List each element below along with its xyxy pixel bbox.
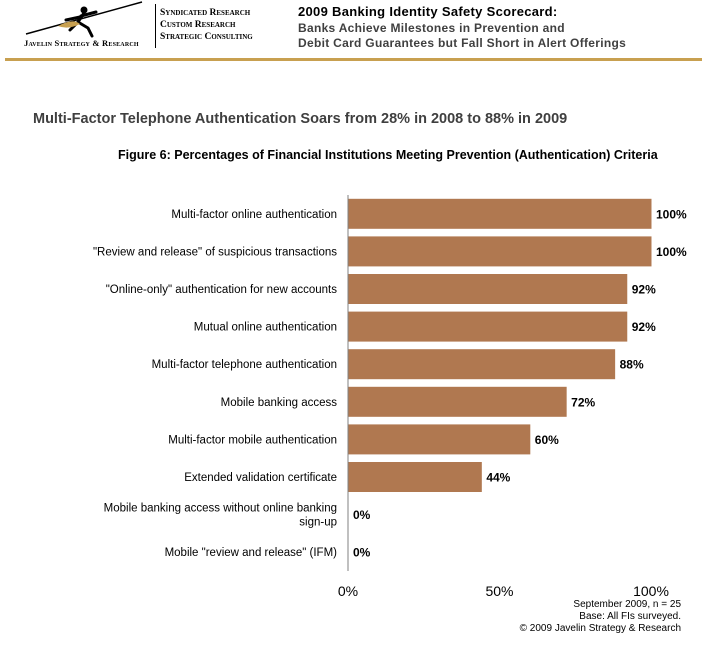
bar <box>348 236 652 267</box>
tagline-line: Syndicated Research <box>160 8 251 18</box>
data-label: 0% <box>353 546 371 560</box>
header-divider <box>155 4 156 48</box>
category-label: "Review and release" of suspicious trans… <box>93 246 337 258</box>
page-headline: Multi-Factor Telephone Authentication So… <box>33 111 568 127</box>
x-tick-label: 100% <box>633 583 669 599</box>
bar <box>348 274 628 304</box>
tagline: Syndicated Research Custom Research Stra… <box>160 7 270 43</box>
footnote-line: September 2009, n = 25 <box>573 599 681 610</box>
data-label: 88% <box>620 358 644 372</box>
category-label: Multi-factor online authentication <box>171 209 337 221</box>
report-header: Javelin Strategy & Research Syndicated R… <box>0 0 702 61</box>
footnote-line: © 2009 Javelin Strategy & Research <box>519 623 681 634</box>
chart-title: Figure 6: Percentages of Financial Insti… <box>118 148 658 162</box>
footnote: September 2009, n = 25 Base: All FIs sur… <box>520 599 681 635</box>
category-label: Mobile "review and release" (IFM) <box>165 547 338 559</box>
data-label: 92% <box>632 320 656 334</box>
report-title: 2009 Banking Identity Safety Scorecard: <box>298 4 558 19</box>
bar <box>348 424 531 455</box>
report-subtitle-line: Banks Achieve Milestones in Prevention a… <box>298 21 565 35</box>
tagline-line: Custom Research <box>160 20 236 30</box>
data-label: 0% <box>353 508 371 522</box>
x-tick-label: 0% <box>338 583 358 599</box>
javelin-logo: Javelin Strategy & Research <box>18 0 148 50</box>
data-label: 100% <box>656 245 687 259</box>
category-label: Multi-factor telephone authentication <box>152 359 337 371</box>
category-label: Extended validation certificate <box>184 472 337 484</box>
report-subtitle-line: Debit Card Guarantees but Fall Short in … <box>298 36 627 50</box>
category-label: Mobile banking access <box>221 397 338 409</box>
data-label: 72% <box>571 395 595 409</box>
data-label: 92% <box>632 283 656 297</box>
data-label: 44% <box>486 471 510 485</box>
bar <box>348 198 652 229</box>
logo-text: Javelin Strategy & Research <box>24 38 139 48</box>
report-subtitle: Banks Achieve Milestones in Prevention a… <box>298 21 626 51</box>
data-label: 60% <box>535 433 559 447</box>
tagline-line: Strategic Consulting <box>160 32 253 42</box>
bar <box>348 311 628 342</box>
header-rule <box>5 58 702 61</box>
category-label: "Online-only" authentication for new acc… <box>106 284 338 296</box>
data-label: 100% <box>656 207 687 221</box>
category-label: Mobile banking access without online ban… <box>104 503 337 529</box>
category-label: Mutual online authentication <box>194 322 337 334</box>
bar <box>348 386 567 417</box>
bar <box>348 349 616 380</box>
footnote-line: Base: All FIs surveyed. <box>579 611 681 622</box>
javelin-thrower-icon <box>25 1 143 38</box>
x-tick-label: 50% <box>485 583 513 599</box>
bar <box>348 462 482 492</box>
category-label: Multi-factor mobile authentication <box>168 434 337 446</box>
